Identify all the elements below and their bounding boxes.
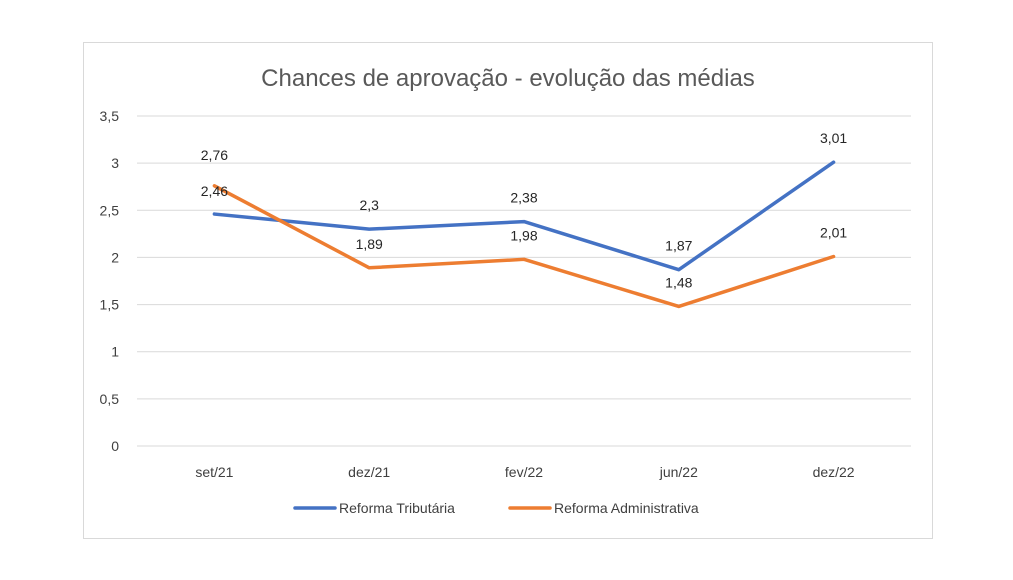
- data-label: 1,89: [356, 236, 383, 252]
- data-label: 2,76: [201, 147, 228, 163]
- x-tick-label: dez/22: [813, 464, 855, 480]
- data-label: 2,3: [359, 197, 379, 213]
- y-tick-label: 2: [111, 249, 119, 265]
- y-tick-label: 3: [111, 155, 119, 171]
- data-label: 1,98: [510, 227, 537, 243]
- y-tick-label: 0: [111, 438, 119, 454]
- legend-label: Reforma Tributária: [339, 500, 455, 516]
- data-label: 2,38: [510, 190, 537, 206]
- chart-frame: [83, 42, 933, 539]
- series-line-1: [212, 160, 836, 272]
- y-tick-label: 3,5: [100, 108, 120, 124]
- y-tick-label: 0,5: [100, 391, 120, 407]
- legend-label: Reforma Administrativa: [554, 500, 699, 516]
- data-label: 2,46: [201, 183, 228, 199]
- data-label: 2,01: [820, 224, 847, 240]
- legend-item-1: Reforma Tributária: [293, 500, 455, 516]
- y-tick-label: 2,5: [100, 202, 120, 218]
- data-label: 1,87: [665, 238, 692, 254]
- x-tick-label: jun/22: [659, 464, 698, 480]
- legend-item-2: Reforma Administrativa: [508, 500, 699, 516]
- series-line-2: [212, 184, 836, 309]
- y-tick-label: 1: [111, 344, 119, 360]
- data-label: 3,01: [820, 130, 847, 146]
- chart-title: Chances de aprovação - evolução das médi…: [261, 65, 755, 92]
- x-tick-label: fev/22: [505, 464, 543, 480]
- data-label: 1,48: [665, 274, 692, 290]
- x-tick-label: dez/21: [348, 464, 390, 480]
- x-tick-label: set/21: [195, 464, 233, 480]
- y-tick-label: 1,5: [100, 297, 120, 313]
